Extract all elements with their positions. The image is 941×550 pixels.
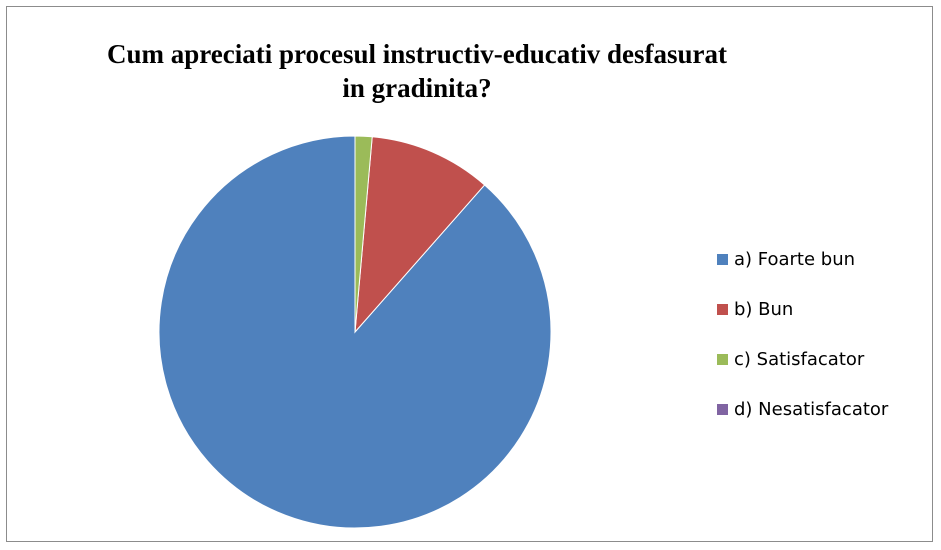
pie-slice-bun [354, 136, 486, 334]
legend-label-satisfacator: c) Satisfacator [734, 348, 865, 370]
legend-swatch-foarte-bun [717, 253, 728, 265]
legend-item-satisfacator: c) Satisfacator [717, 347, 888, 371]
legend-swatch-nesatisfacator [717, 403, 728, 415]
legend-label-nesatisfacator: d) Nesatisfacator [734, 398, 889, 420]
legend-swatch-satisfacator [717, 353, 728, 365]
legend-item-nesatisfacator: d) Nesatisfacator [717, 397, 888, 421]
legend-item-bun: b) Bun [717, 297, 888, 321]
chart-title-line-2: in gradinita? [342, 73, 492, 103]
chart-title: Cum apreciati procesul instructiv-educat… [67, 37, 767, 105]
chart-title-line-1: Cum apreciati procesul instructiv-educat… [107, 39, 727, 69]
legend-label-bun: b) Bun [734, 298, 794, 320]
pie-slice-satisfacator [354, 135, 373, 333]
chart-frame: Cum apreciati procesul instructiv-educat… [6, 6, 933, 542]
legend-swatch-bun [717, 303, 728, 315]
legend-item-foarte-bun: a) Foarte bun [717, 247, 888, 271]
pie-chart [158, 135, 552, 529]
legend-label-foarte-bun: a) Foarte bun [734, 248, 856, 270]
legend: a) Foarte bun b) Bun c) Satisfacator d) … [717, 247, 888, 447]
